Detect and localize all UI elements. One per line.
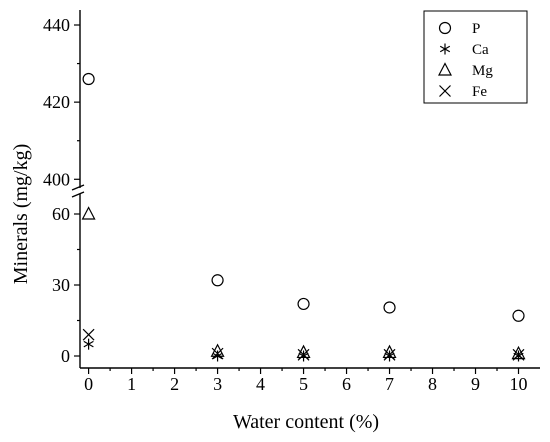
legend-label-mg: Mg <box>472 63 493 79</box>
legend-marker-fe <box>439 85 451 97</box>
y-tick-label: 0 <box>61 346 70 366</box>
data-point-mg <box>511 345 526 360</box>
x-tick-label: 5 <box>299 374 308 394</box>
y-tick-label: 60 <box>52 204 70 224</box>
x-tick-label: 6 <box>342 374 351 394</box>
data-point-fe <box>512 348 525 361</box>
data-point-p <box>512 309 525 322</box>
y-tick-label: 400 <box>43 169 70 189</box>
y-tick-label: 440 <box>43 15 70 35</box>
x-tick-label: 4 <box>256 374 265 394</box>
legend-marker-mg <box>438 62 452 76</box>
y-tick-label: 30 <box>52 275 70 295</box>
x-tick-label: 7 <box>385 374 394 394</box>
axis-break-mark <box>71 191 85 198</box>
data-point-mg <box>81 206 96 220</box>
data-point-p <box>82 72 95 86</box>
legend: P Ca Mg Fe <box>423 10 528 104</box>
data-point-p <box>383 301 396 314</box>
legend-marker-p <box>438 21 452 35</box>
data-point-fe <box>82 328 95 341</box>
x-axis-title: Water content (%) <box>233 411 379 433</box>
x-tick-label: 0 <box>84 374 93 394</box>
data-marks <box>81 72 526 362</box>
x-tick-label: 2 <box>170 374 179 394</box>
data-point-fe <box>383 348 396 361</box>
x-tick-label: 10 <box>510 374 528 394</box>
x-tick-label: 1 <box>127 374 136 394</box>
data-point-p <box>297 297 310 311</box>
legend-marker-ca <box>439 43 451 55</box>
x-tick-label: 8 <box>428 374 437 394</box>
x-tick-label: 9 <box>471 374 480 394</box>
y-tick-label: 420 <box>43 92 70 112</box>
data-point-fe <box>297 348 310 361</box>
x-tick-label: 3 <box>213 374 222 394</box>
y-axis-title: Minerals (mg/kg) <box>10 144 32 285</box>
data-point-p <box>211 274 224 287</box>
legend-label-fe: Fe <box>472 84 487 100</box>
axes <box>71 10 540 369</box>
ticks: 0 30 60 400 420 440 0 1 2 3 4 5 6 7 8 9 10 <box>43 15 528 394</box>
data-point-fe <box>211 347 224 360</box>
legend-label-p: P <box>472 21 480 37</box>
axis-break-mark <box>71 184 85 191</box>
data-point-ca <box>83 338 94 350</box>
legend-label-ca: Ca <box>472 42 489 58</box>
